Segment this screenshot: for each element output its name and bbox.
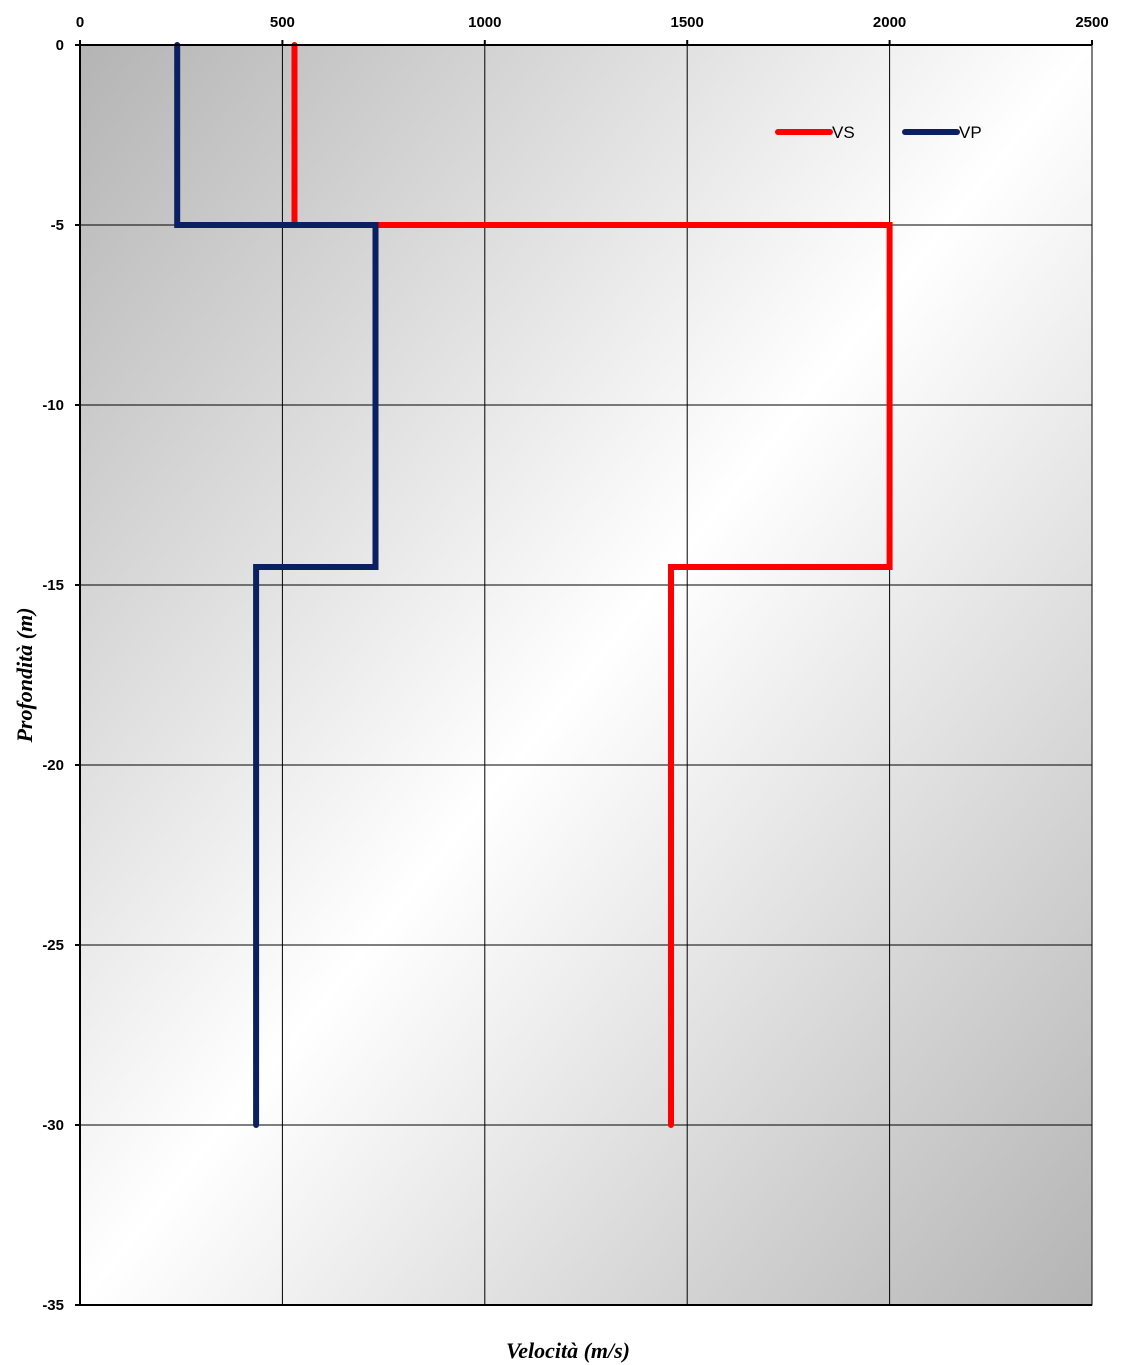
- y-tick-label: -30: [42, 1117, 64, 1134]
- x-tick-label: 0: [76, 14, 84, 31]
- x-tick-label: 2500: [1075, 14, 1108, 31]
- y-tick-label: -20: [42, 757, 64, 774]
- y-axis-title: Profondità (m): [12, 607, 37, 743]
- series-line-vp: [174, 42, 379, 1128]
- y-tick-label: -35: [42, 1297, 64, 1314]
- x-tick-label: 1000: [468, 14, 501, 31]
- legend: VS VP: [775, 123, 982, 142]
- x-axis-title: Velocità (m/s): [506, 1338, 630, 1363]
- series-line-vs: [291, 42, 893, 1128]
- legend-label-vp: VP: [959, 123, 982, 142]
- plot-area: [80, 45, 1092, 1305]
- x-tick-label: 1500: [671, 14, 704, 31]
- y-tick-label: 0: [56, 37, 64, 54]
- x-tick-label: 500: [270, 14, 295, 31]
- y-tick-label: -15: [42, 577, 64, 594]
- legend-label-vs: VS: [832, 123, 855, 142]
- ticks: 0 500 1000 1500 2000 2500 0 -5 -10 -15 -20 -25 -30 -3…: [42, 14, 1108, 1314]
- series-layer: [174, 42, 893, 1128]
- y-tick-label: -10: [42, 397, 64, 414]
- x-tick-label: 2000: [873, 14, 906, 31]
- y-tick-label: -25: [42, 937, 64, 954]
- y-tick-label: -5: [51, 217, 64, 234]
